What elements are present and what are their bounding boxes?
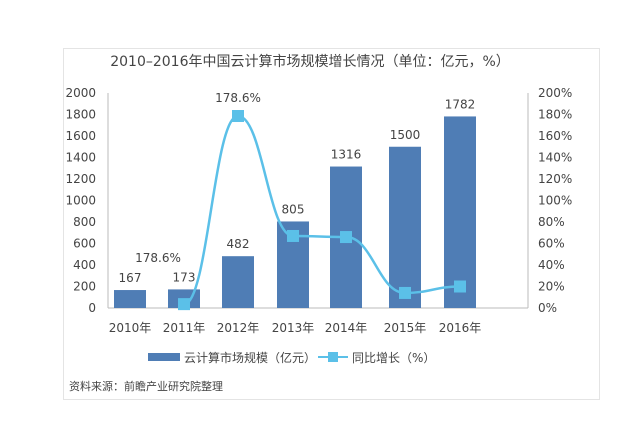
left-tick-label: 400	[73, 258, 96, 272]
annotation-label: 178.6%	[135, 251, 181, 265]
bar-2016年	[444, 116, 476, 308]
right-tick-label: 80%	[538, 215, 565, 229]
chart-frame	[63, 48, 600, 400]
growth-point	[232, 110, 244, 123]
bar-value-label: 805	[282, 202, 305, 216]
left-tick-label: 1200	[65, 172, 96, 186]
right-tick-label: 180%	[538, 108, 572, 122]
right-tick-label: 20%	[538, 280, 565, 294]
right-tick-label: 140%	[538, 151, 572, 165]
legend-bar-swatch	[148, 353, 180, 361]
x-tick-label: 2010年	[109, 321, 152, 335]
left-tick-label: 1000	[65, 194, 96, 208]
left-tick-label: 800	[73, 215, 96, 229]
bar-2012年	[222, 256, 254, 308]
x-tick-label: 2015年	[384, 321, 427, 335]
legend-line-label: 同比增长（%）	[352, 351, 435, 365]
right-tick-label: 0%	[538, 301, 557, 315]
bar-value-label: 1782	[445, 97, 476, 111]
left-tick-label: 200	[73, 280, 96, 294]
left-tick-label: 600	[73, 237, 96, 251]
bar-value-label: 482	[227, 237, 250, 251]
x-tick-label: 2014年	[325, 321, 368, 335]
legend-bar-label: 云计算市场规模（亿元）	[184, 350, 316, 365]
right-tick-label: 200%	[538, 86, 572, 100]
left-tick-label: 1800	[65, 108, 96, 122]
source-note: 资料来源：前瞻产业研究院整理	[69, 379, 223, 393]
growth-point	[399, 286, 411, 299]
right-tick-label: 160%	[538, 129, 572, 143]
legend-line-marker	[328, 352, 338, 362]
left-tick-label: 2000	[65, 86, 96, 100]
x-tick-label: 2013年	[272, 321, 315, 335]
x-tick-label: 2011年	[163, 321, 206, 335]
chart-title: 2010–2016年中国云计算市场规模增长情况（单位：亿元，%）	[110, 53, 510, 70]
left-tick-label: 0	[88, 301, 96, 315]
right-tick-label: 100%	[538, 194, 572, 208]
bar-2010年	[114, 290, 146, 308]
right-tick-label: 40%	[538, 258, 565, 272]
growth-point	[340, 231, 352, 244]
bar-value-label: 173	[173, 270, 196, 284]
bar-value-label: 1500	[390, 128, 421, 142]
x-tick-label: 2016年	[439, 321, 482, 335]
growth-point	[287, 229, 299, 242]
bar-2015年	[389, 146, 421, 308]
growth-point	[178, 298, 190, 311]
x-tick-label: 2012年	[217, 321, 260, 335]
right-tick-label: 60%	[538, 237, 565, 251]
bar-value-label: 1316	[331, 148, 362, 162]
left-tick-label: 1400	[65, 151, 96, 165]
growth-point	[454, 280, 466, 293]
bar-value-label: 167	[119, 271, 142, 285]
annotation-label: 178.6%	[215, 91, 261, 105]
left-tick-label: 1600	[65, 129, 96, 143]
right-tick-label: 120%	[538, 172, 572, 186]
